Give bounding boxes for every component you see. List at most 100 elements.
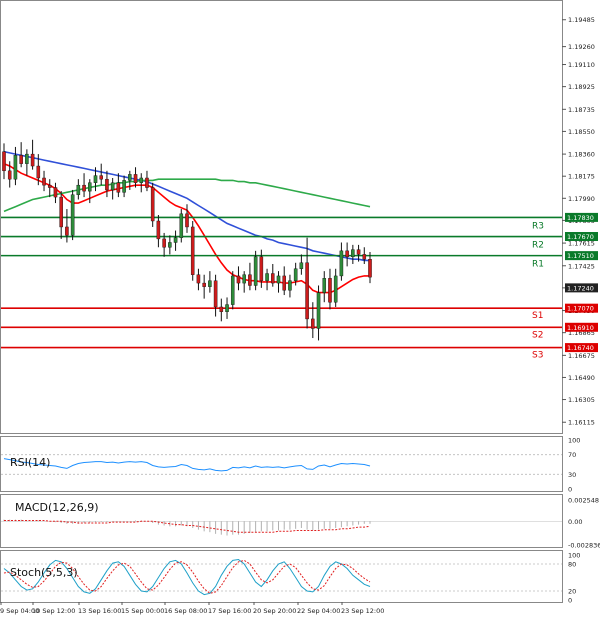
rsi-tick-label: 70	[568, 451, 576, 459]
macd-title: MACD(12,26,9)	[15, 501, 99, 514]
candle-body	[265, 273, 269, 281]
stoch-panel-frame	[0, 550, 563, 603]
pivot-r1-value: 1.17510	[567, 252, 594, 260]
pivot-r3-value: 1.17830	[567, 214, 594, 222]
pivot-s2-tag	[565, 322, 598, 332]
candle-body	[88, 182, 92, 192]
price-tick-label: 1.18360	[568, 151, 595, 159]
candle-body	[368, 259, 372, 278]
candle-body	[105, 178, 109, 191]
candle-body	[271, 273, 275, 284]
rsi-tick-label: 30	[568, 471, 576, 479]
pivot-s1-tag	[565, 303, 598, 313]
macd-axis-ticks: 0.002548 0.00 -0.002836	[568, 497, 600, 550]
time-tick-label: 20 Sep 20:00	[253, 607, 296, 615]
stoch-tick-label: 0	[568, 597, 572, 605]
candle-body	[253, 256, 258, 286]
candle-body	[139, 177, 144, 183]
candle-body	[168, 242, 172, 248]
stoch-tick-label: 20	[568, 588, 576, 596]
current-price-value: 1.17240	[567, 284, 594, 292]
candle-body	[362, 254, 367, 260]
price-tick-label: 1.18175	[568, 173, 595, 181]
candle-body	[42, 177, 46, 186]
candle-body	[122, 180, 126, 193]
candle-body	[333, 275, 338, 303]
rsi-panel-frame	[0, 436, 563, 492]
candle-body	[36, 165, 41, 179]
candle-body	[339, 250, 344, 277]
candle-body	[156, 220, 161, 240]
candle-body	[311, 318, 315, 329]
pivot-s1-value: 1.17070	[567, 305, 594, 313]
candle-body	[47, 184, 52, 188]
candle-body	[248, 274, 252, 286]
macd-histogram	[3, 519, 371, 536]
time-tick-label: 17 Sep 16:00	[208, 607, 251, 615]
price-tick-label: 1.16305	[568, 396, 595, 404]
price-tick-label: 1.16490	[568, 374, 595, 382]
rsi-panel: RSI(14) 100 70 30 0	[0, 436, 580, 494]
price-tick-label: 1.17615	[568, 240, 595, 248]
candle-body	[25, 153, 29, 164]
macd-panel: MACD(12,26,9) 0.002548 0.00 -0.002836	[0, 494, 600, 550]
pivot-r2-tag	[565, 232, 598, 242]
candle-body	[70, 194, 75, 236]
candle-body	[110, 182, 115, 191]
candle-body	[242, 274, 246, 284]
stoch-main-series	[3, 558, 371, 596]
candle-body	[19, 155, 23, 164]
pivot-s2-value: 1.16910	[567, 324, 594, 332]
time-tick-label: 16 Sep 08:00	[164, 607, 207, 615]
candle-body	[282, 275, 286, 291]
candle-body	[230, 275, 235, 305]
pivot-r2-value: 1.17670	[567, 233, 594, 241]
macd-tick-label: 0.002548	[568, 497, 599, 505]
macd-tick-label: 0.00	[568, 518, 582, 526]
pivot-s3-tag	[565, 343, 598, 353]
candle-body	[225, 304, 229, 312]
pivot-label-s2: S2	[532, 330, 543, 340]
time-tick-label: 10 Sep 12:00	[32, 607, 75, 615]
candle-body	[299, 262, 304, 269]
price-tick-label: 1.18735	[568, 106, 595, 114]
candle-body	[288, 280, 292, 291]
time-tick-label: 13 Sep 16:00	[78, 607, 121, 615]
candle-body	[7, 170, 12, 180]
price-tick-label: 1.19485	[568, 16, 595, 24]
candle-body	[30, 153, 35, 167]
candle-body	[116, 182, 121, 193]
macd-signal-line	[4, 520, 371, 533]
time-tick-label: 23 Sep 12:00	[341, 607, 384, 615]
moving-average-line	[3, 178, 371, 213]
candle-body	[219, 306, 224, 312]
candle-body	[53, 187, 58, 198]
candle-body	[133, 174, 138, 183]
pivot-r3-tag	[565, 212, 598, 222]
candle-body	[173, 237, 178, 243]
price-tick-label: 1.18925	[568, 83, 595, 91]
price-tick-label: 1.17425	[568, 262, 595, 270]
pivot-label-r1: R1	[532, 260, 544, 270]
candle-body	[82, 184, 86, 192]
candle-body	[208, 280, 212, 287]
candle-body	[259, 256, 264, 281]
candle-body	[276, 275, 281, 284]
current-price-tag	[565, 283, 598, 293]
pivot-label-r2: R2	[532, 241, 544, 251]
candle-body	[196, 274, 201, 284]
candle-body	[59, 196, 63, 228]
time-tick-label: 15 Sep 00:00	[121, 607, 164, 615]
candle-body	[202, 282, 206, 287]
candle-body	[322, 278, 327, 293]
stoch-title: Stoch(5,5,3)	[10, 566, 78, 579]
pivot-label-s3: S3	[532, 351, 543, 361]
price-tick-label: 1.17990	[568, 195, 595, 203]
candle-body	[150, 187, 155, 222]
candle-body	[351, 249, 355, 258]
candle-body	[93, 175, 98, 183]
candle-body	[145, 177, 149, 188]
